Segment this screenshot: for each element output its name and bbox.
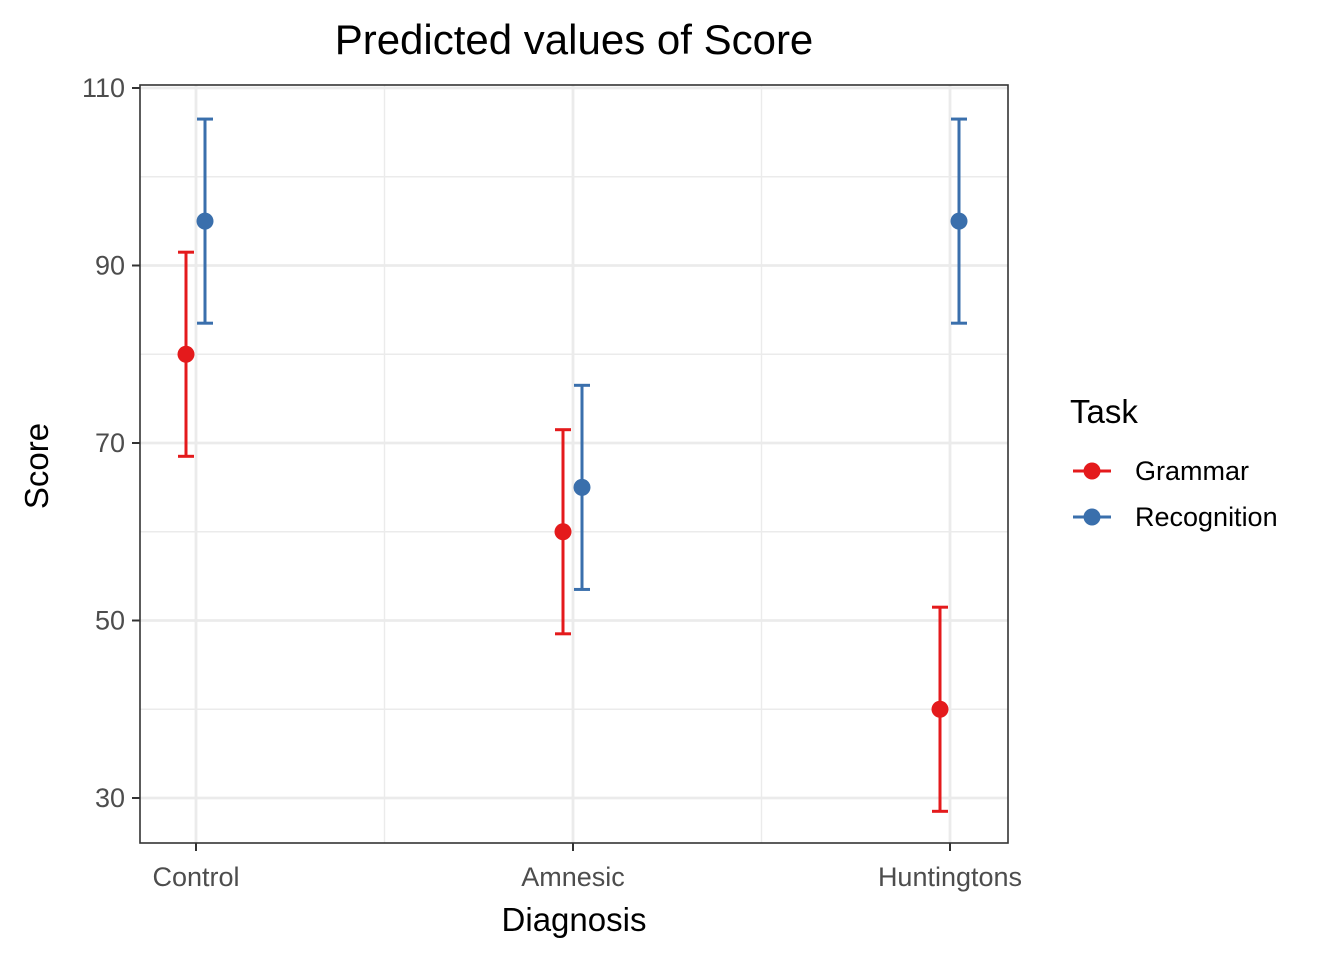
legend-label: Recognition [1135,502,1278,532]
legend-key-point [1083,508,1101,526]
plot-area: 30 50 70 90 110 Control Amnesic Huntingtons [82,73,1022,892]
data-point-recognition-control [196,212,214,230]
x-tick-label: Control [152,862,239,892]
data-point-grammar-huntingtons [931,700,949,718]
data-point-grammar-amnesic [554,523,572,541]
data-point-recognition-huntingtons [950,212,968,230]
y-tick-label: 50 [95,606,125,636]
y-tick-label: 70 [95,428,125,458]
legend-item-recognition: Recognition [1073,502,1278,532]
legend-key-point [1083,462,1101,480]
y-tick-label: 110 [82,73,125,103]
x-tick-label: Amnesic [521,862,625,892]
legend-item-grammar: Grammar [1073,456,1249,486]
x-tick-label: Huntingtons [878,862,1022,892]
x-axis-title: Diagnosis [502,901,647,938]
legend: Task Grammar Recognition [1070,393,1278,532]
chart-title: Predicted values of Score [335,16,814,63]
data-point-recognition-amnesic [573,478,591,496]
y-tick-label: 30 [95,783,125,813]
legend-title: Task [1070,393,1138,430]
data-point-grammar-control [177,345,195,363]
legend-label: Grammar [1135,456,1249,486]
y-tick-label: 90 [95,251,125,281]
y-axis-title: Score [18,423,55,509]
